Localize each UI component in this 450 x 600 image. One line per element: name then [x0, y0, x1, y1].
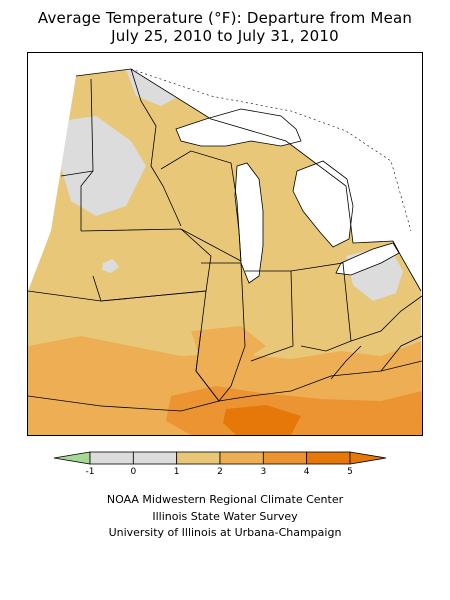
- legend-tick-label: 1: [174, 467, 180, 477]
- map-title: Average Temperature (°F): Departure from…: [37, 9, 413, 27]
- legend-bin-2: [176, 451, 221, 465]
- anomaly-zone-near-normal-ia: [102, 259, 119, 273]
- anomaly-zone-near-normal-north: [126, 69, 179, 106]
- temperature-departure-map: [28, 68, 422, 435]
- legend-tick-label: 0: [130, 467, 136, 477]
- lake-erie: [336, 243, 399, 275]
- legend-tick-label: 4: [304, 467, 310, 477]
- map-date-range: July 25, 2010 to July 31, 2010: [111, 27, 339, 45]
- international-border: [130, 68, 412, 232]
- color-legend: -1 0 1 2 3 4 5: [53, 451, 387, 477]
- legend-bin-1: [132, 451, 178, 465]
- legend-bin-3: [219, 451, 264, 465]
- legend-below-arrow: [53, 451, 91, 465]
- legend-bin-0: [89, 451, 134, 465]
- legend-tick-label: -1: [86, 467, 95, 477]
- legend-tick-label: 3: [260, 467, 266, 477]
- legend-tick-label: 5: [347, 467, 353, 477]
- lake-michigan: [235, 163, 263, 283]
- legend-tick-label: 2: [217, 467, 223, 477]
- credit-line-2: Illinois State Water Survey: [152, 510, 298, 523]
- anomaly-zone-above-5: [223, 405, 301, 435]
- anomaly-zone-3-4-central: [191, 326, 266, 363]
- lake-huron: [293, 161, 353, 247]
- legend-above-arrow: [349, 451, 387, 465]
- state-borders: [28, 68, 422, 412]
- credit-line-1: NOAA Midwestern Regional Climate Center: [106, 493, 344, 506]
- map-frame: [27, 52, 423, 436]
- lake-outlines: [175, 108, 400, 284]
- lake-superior: [176, 109, 301, 146]
- legend-bin-4: [262, 451, 308, 465]
- credit-line-3: University of Illinois at Urbana-Champai…: [108, 526, 342, 539]
- legend-bin-5: [306, 451, 351, 465]
